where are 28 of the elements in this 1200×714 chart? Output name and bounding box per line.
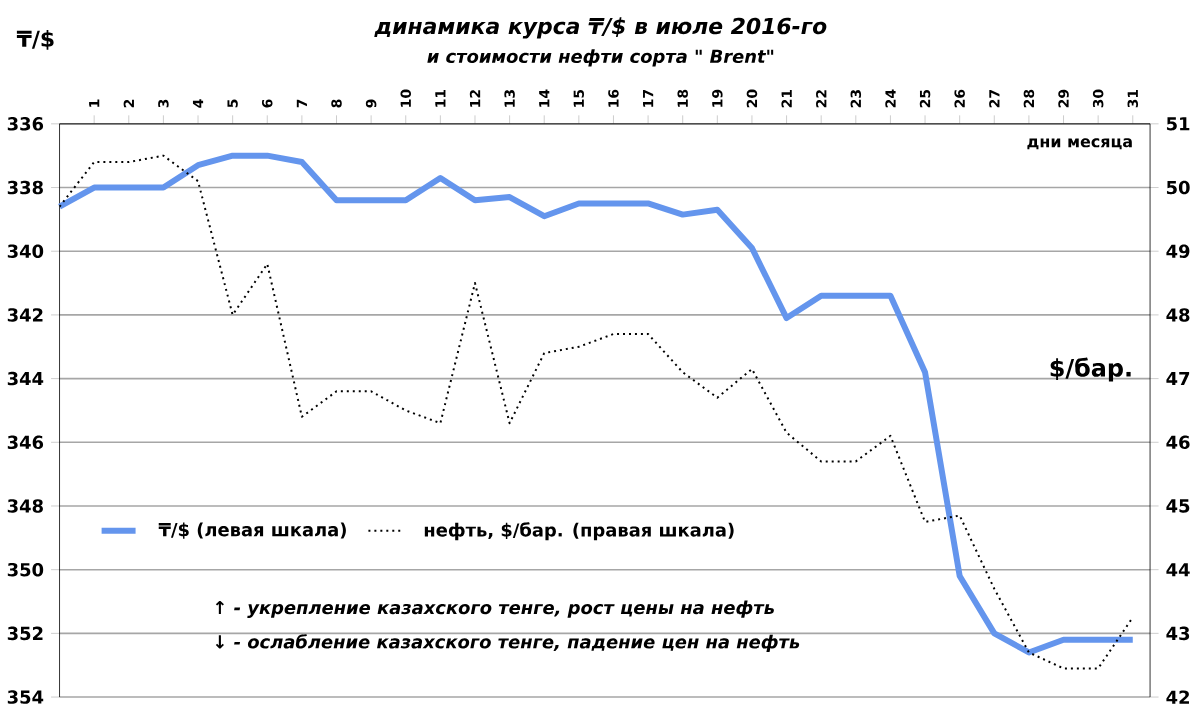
legend-label: ₸/$ (левая шкала) [158, 522, 346, 540]
y2-tick-label: 44 [1166, 563, 1190, 577]
y-tick-label: 340 [7, 244, 44, 259]
y2-tick-label: 45 [1166, 499, 1190, 514]
y-tick-label: 338 [7, 181, 43, 195]
y2-tick-label: 47 [1166, 372, 1190, 386]
y2-tick-label: 49 [1166, 244, 1190, 259]
y-tick-label: 346 [7, 435, 44, 450]
annotation: ↑ - укрепление казахского тенге, рост цены на нефть [215, 600, 774, 619]
y-axis-title: ₸/$ [16, 30, 54, 51]
chart-subtitle: и стоимости нефти сорта " Brent" [427, 49, 774, 68]
y2-tick-label: 46 [1166, 436, 1190, 450]
y-tick-label: 348 [7, 499, 43, 514]
y2-tick-label: 50 [1166, 181, 1190, 195]
annotation: ↓ - ослабление казахского тенге, падение цен на нефть [215, 634, 800, 653]
y-tick-label: 342 [7, 308, 43, 323]
legend-label: нефть, $/бар. (правая шкала) [424, 522, 734, 541]
y-tick-label: 352 [7, 627, 43, 641]
y-tick-label: 350 [7, 563, 44, 577]
y2-tick-label: 43 [1166, 627, 1190, 641]
y2-tick-label: 51 [1166, 117, 1190, 131]
chart-title: динамика курса ₸/$ в июле 2016-го [374, 17, 827, 40]
y-tick-label: 354 [7, 690, 44, 705]
y2-tick-label: 48 [1166, 308, 1190, 323]
y-tick-label: 344 [7, 372, 44, 386]
y2-tick-label: 42 [1166, 690, 1189, 705]
y-tick-label: 336 [7, 117, 44, 132]
y2-axis-title: $/бар. [1050, 358, 1131, 382]
